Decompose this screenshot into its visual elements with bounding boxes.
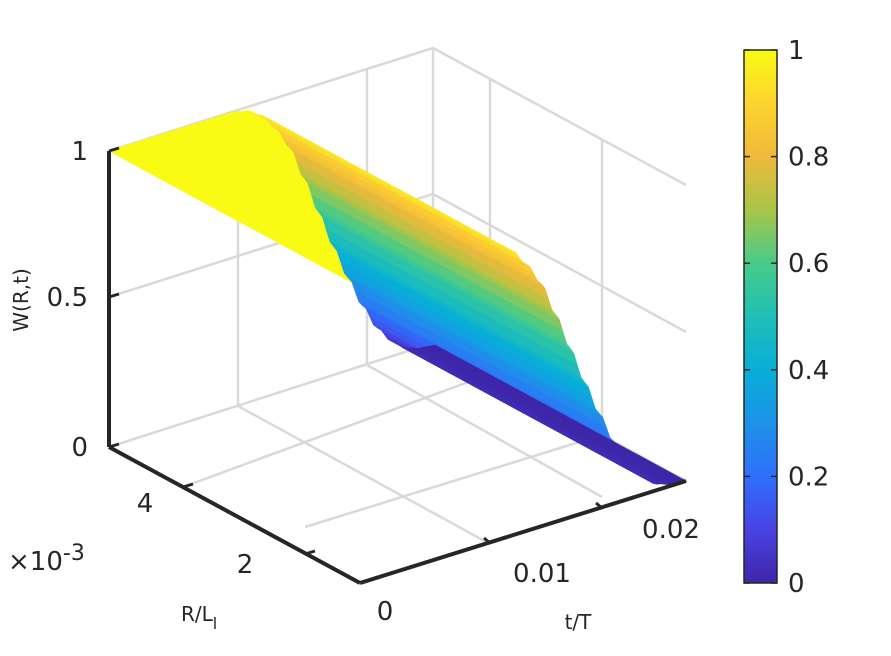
t-axis-label: t/T — [565, 610, 593, 634]
colorbar-tick-label: 0.6 — [788, 249, 829, 279]
grid-line — [432, 192, 687, 334]
colorbar-tick-label: 0.8 — [788, 143, 829, 173]
z-tick-mark — [108, 146, 120, 153]
r-axis-line — [108, 445, 361, 585]
z-tick-label: 0 — [71, 433, 88, 463]
grid-line — [432, 46, 687, 187]
grid-line — [108, 341, 434, 449]
z-tick-mark — [108, 292, 120, 299]
z-tick-mark — [108, 442, 120, 449]
grid-line — [366, 363, 603, 499]
r-tick-mark — [304, 549, 316, 556]
t-tick-label: 0.01 — [513, 559, 571, 589]
surface — [107, 110, 688, 485]
r-tick-label: 2 — [237, 550, 254, 580]
grid-line — [182, 372, 491, 489]
z-tick-label: 0.5 — [47, 283, 88, 313]
r-exponent-base: ×10-3 — [8, 541, 85, 577]
colorbar-tick-label: 0.2 — [788, 462, 829, 492]
r-exponent-power: -3 — [63, 541, 85, 566]
colorbar-tick-label: 1 — [788, 36, 805, 66]
colorbar-ticks: 0 0.2 0.4 0.6 0.8 1 — [744, 36, 829, 599]
r-axis-label: R/Ll — [181, 602, 217, 633]
tick-marks — [108, 146, 603, 556]
t-tick-mark — [483, 536, 491, 545]
r-axis-label-subscript: l — [213, 614, 217, 633]
grid-line — [237, 404, 491, 546]
t-tick-mark — [595, 501, 603, 510]
t-axis-line — [359, 479, 687, 585]
r-tick-label: 4 — [137, 489, 154, 519]
colorbar: 0 0.2 0.4 0.6 0.8 1 — [743, 36, 829, 599]
z-axis-label: W(R,t) — [9, 268, 33, 331]
z-tick-label: 1 — [71, 137, 88, 167]
colorbar-tick-label: 0.4 — [788, 356, 829, 386]
r-tick-mark — [182, 482, 194, 489]
colorbar-tick-label: 0 — [788, 569, 805, 599]
grid-line — [304, 433, 603, 529]
t-tick-label: 0.02 — [642, 515, 700, 545]
axes — [107, 151, 687, 585]
colorbar-fill — [743, 49, 778, 584]
t-tick-label: 0 — [377, 597, 394, 627]
grid-lines — [108, 46, 687, 546]
